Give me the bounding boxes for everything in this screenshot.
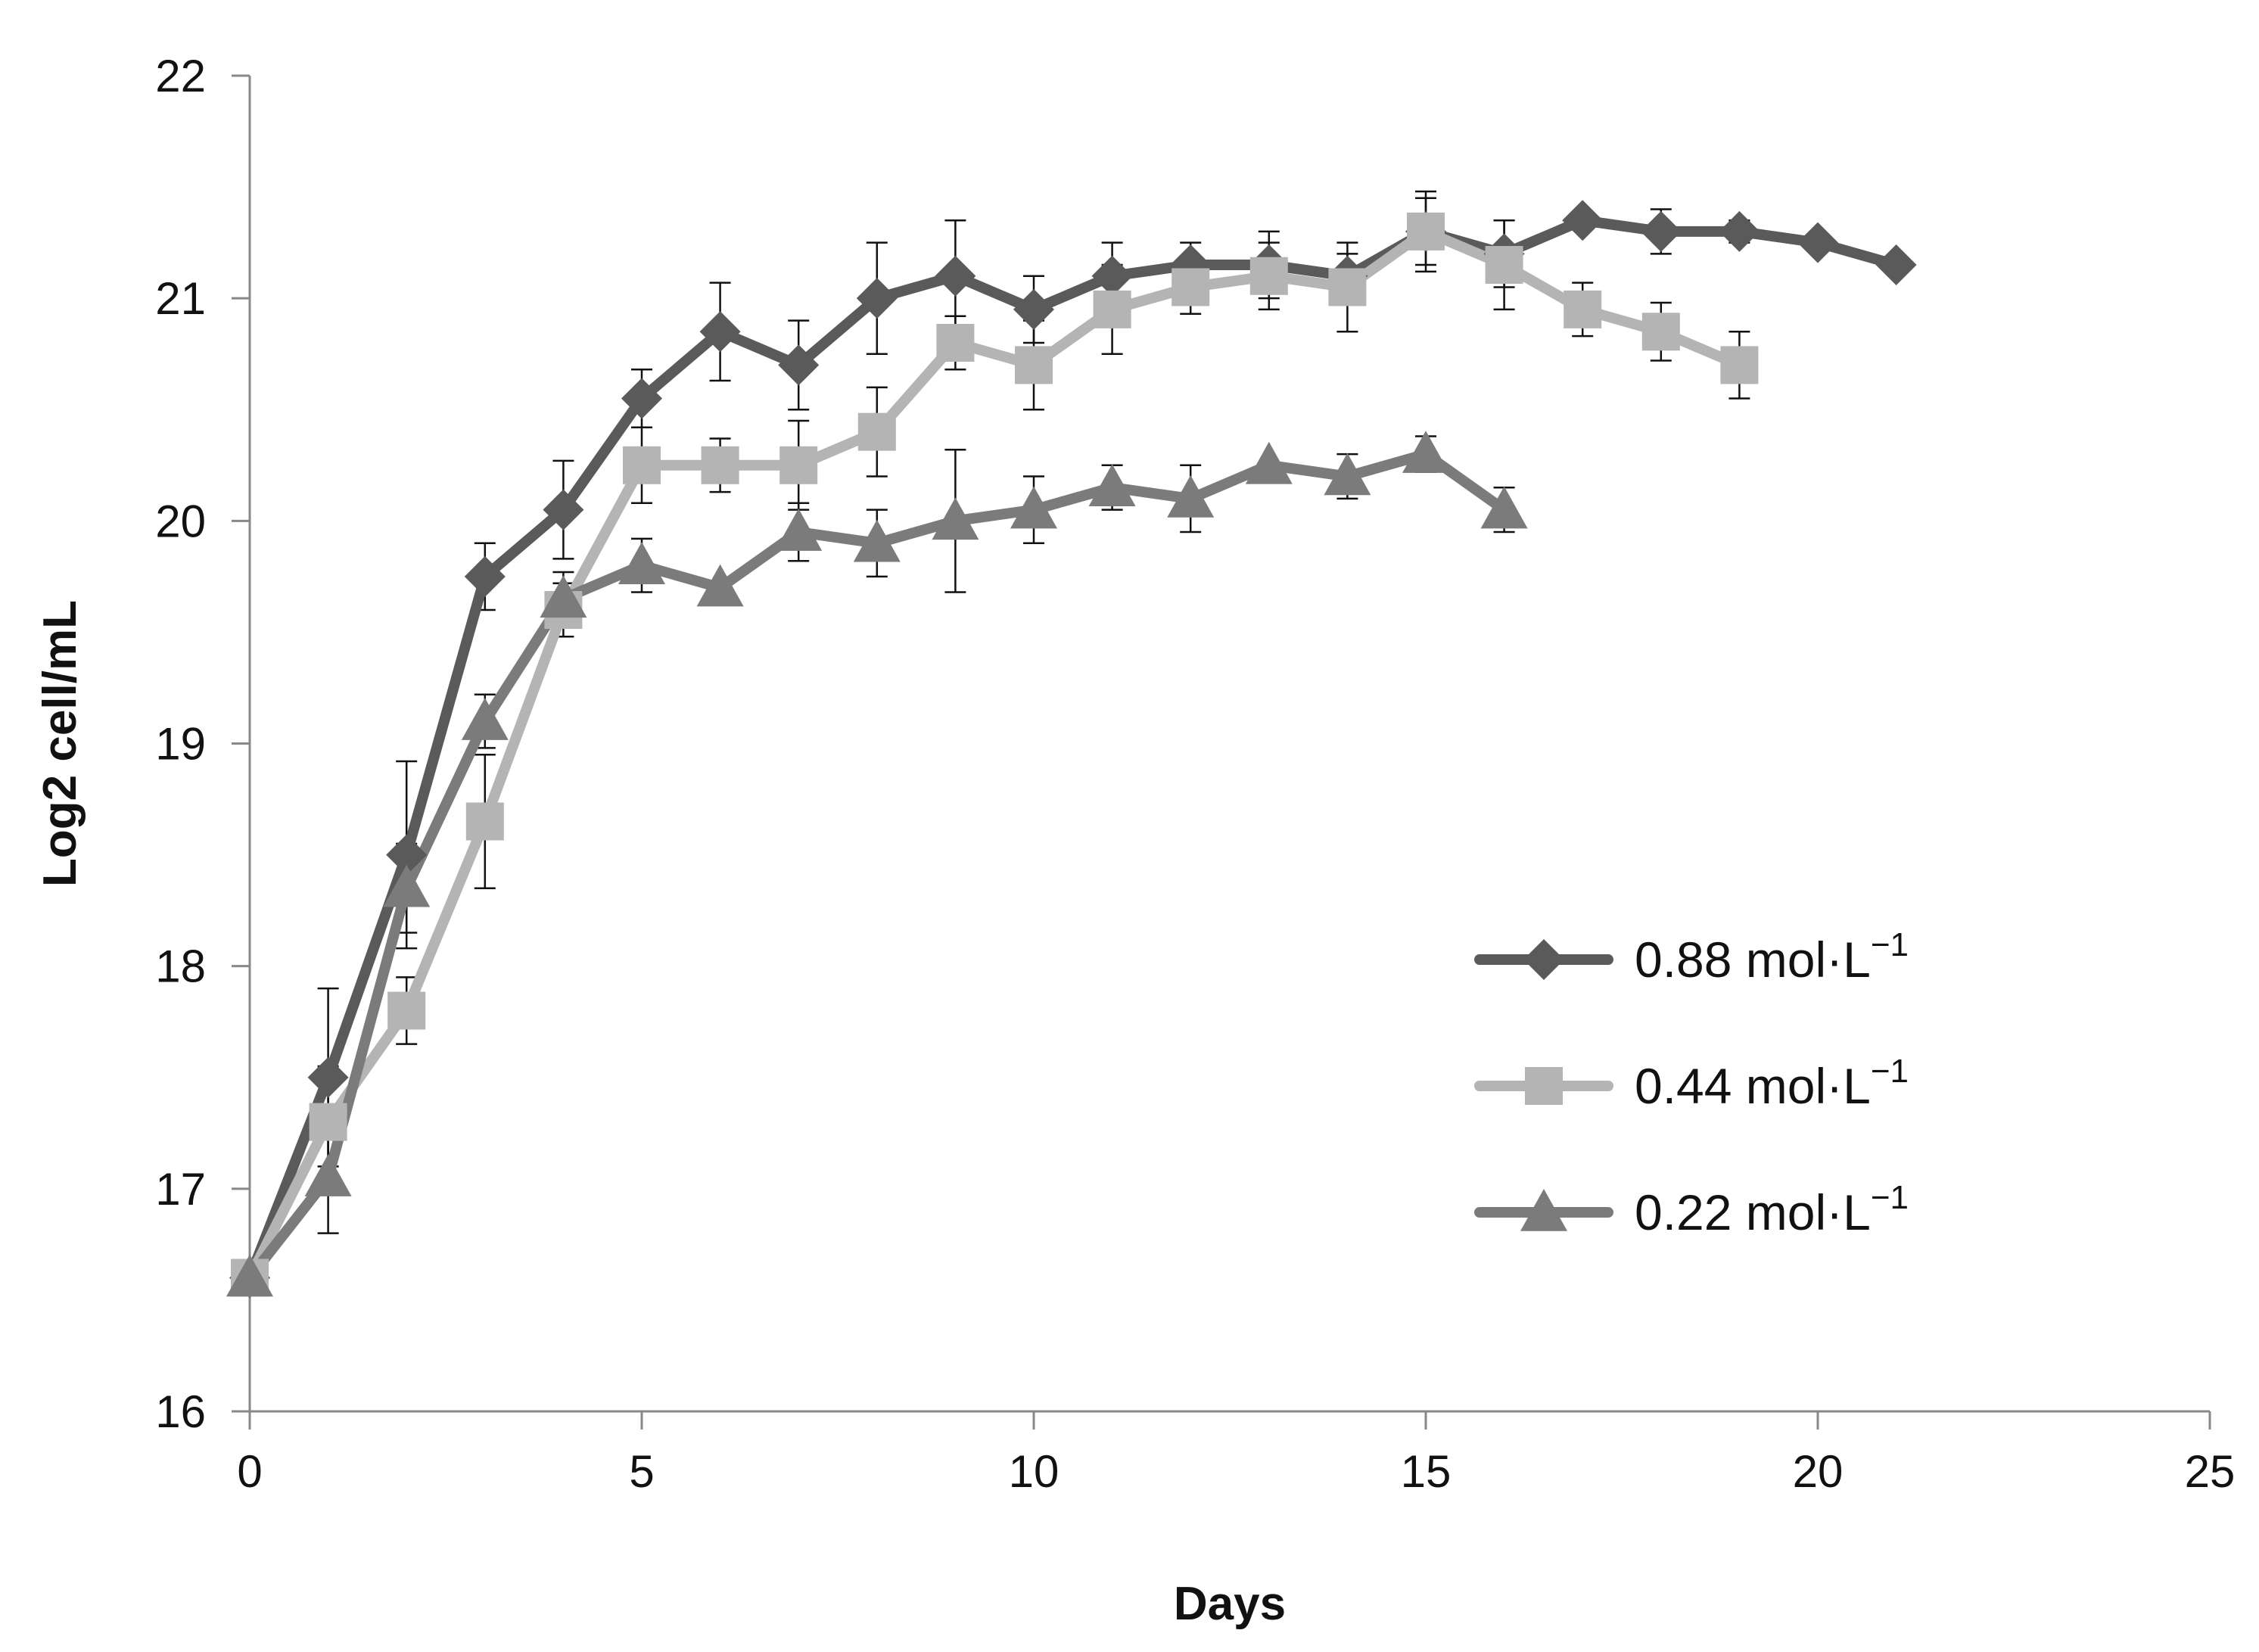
data-point-triangle (304, 1154, 352, 1196)
data-point-square (387, 991, 426, 1030)
data-point-diamond (1013, 288, 1054, 330)
legend-marker (1520, 1189, 1567, 1231)
x-tick-label: 15 (1401, 1446, 1452, 1497)
data-point-square (1328, 268, 1367, 306)
data-point-diamond (1719, 210, 1760, 252)
y-tick-label: 16 (155, 1386, 206, 1437)
tick-labels: 16 17 18 19 20 21 22 0 5 10 15 20 25 (155, 51, 2235, 1497)
data-point-diamond (699, 311, 741, 353)
data-point-triangle (1324, 453, 1371, 496)
x-tick-label: 10 (1009, 1446, 1059, 1497)
legend-label-superscript: −1 (1871, 1053, 1909, 1090)
axes (232, 74, 2211, 1430)
data-point-square (1093, 290, 1131, 328)
data-point-diamond (1562, 200, 1604, 241)
series-markers (226, 200, 1917, 1299)
data-point-triangle (383, 864, 431, 907)
legend-label-superscript: −1 (1871, 1179, 1909, 1216)
data-point-square (1564, 290, 1602, 328)
data-point-triangle (853, 519, 901, 562)
data-point-square (1407, 212, 1445, 250)
data-point-diamond (1091, 255, 1133, 297)
y-tick-label: 17 (155, 1164, 206, 1215)
data-point-diamond (1875, 244, 1917, 286)
data-point-triangle (540, 575, 587, 618)
legend-label-text: 0.88 mol·L (1635, 932, 1871, 988)
data-point-triangle (1088, 464, 1136, 507)
data-point-diamond (621, 378, 662, 419)
data-point-square (623, 446, 661, 484)
data-point-square (857, 412, 896, 451)
data-point-triangle (1167, 474, 1215, 518)
y-tick-label: 21 (155, 273, 206, 324)
x-axis-title: Days (1174, 1578, 1286, 1630)
data-point-diamond (543, 489, 584, 530)
series-line-0 (244, 215, 1902, 1283)
data-point-diamond (856, 278, 898, 319)
data-point-square (1249, 257, 1288, 295)
legend-label-text: 0.44 mol·L (1635, 1058, 1871, 1114)
data-point-triangle (696, 564, 744, 607)
y-axis-title: Log2 cell/mL (34, 600, 86, 887)
data-point-square (1720, 346, 1759, 384)
data-point-square (309, 1103, 347, 1141)
y-tick-label: 19 (155, 719, 206, 770)
data-point-triangle (1402, 431, 1449, 473)
y-tick-label: 20 (155, 496, 206, 546)
data-point-square (1641, 313, 1680, 351)
legend-label-text: 0.22 mol·L (1635, 1184, 1871, 1240)
data-point-square (1172, 268, 1210, 306)
legend-marker (1523, 939, 1564, 980)
series-line-2 (244, 449, 1510, 1283)
data-point-square (1015, 346, 1053, 384)
data-point-triangle (1245, 441, 1293, 484)
legend-label: 0.44 mol·L−1 (1635, 1053, 1909, 1114)
y-tick-label: 22 (155, 51, 206, 101)
x-tick-label: 25 (2185, 1446, 2236, 1497)
data-point-square (465, 802, 504, 841)
data-point-triangle (775, 509, 823, 551)
data-point-diamond (778, 344, 820, 386)
data-point-triangle (932, 497, 979, 540)
data-point-triangle (1480, 486, 1528, 529)
data-point-diamond (935, 255, 976, 297)
data-point-square (701, 446, 739, 484)
legend: 0.88 mol·L−10.44 mol·L−10.22 mol·L−1 (1474, 926, 1909, 1240)
data-point-triangle (618, 542, 665, 584)
y-tick-label: 18 (155, 941, 206, 992)
data-point-diamond (307, 1056, 349, 1098)
data-point-square (1485, 246, 1523, 285)
data-point-square (779, 446, 818, 484)
data-point-triangle (1010, 486, 1057, 529)
data-point-triangle (461, 698, 509, 740)
legend-label-superscript: −1 (1871, 926, 1909, 963)
data-point-diamond (1640, 210, 1682, 252)
data-point-triangle (226, 1254, 273, 1297)
data-point-diamond (386, 834, 428, 876)
data-point-square (936, 324, 975, 362)
series-lines (244, 215, 1902, 1283)
legend-label: 0.22 mol·L−1 (1635, 1179, 1909, 1240)
x-tick-label: 5 (629, 1446, 654, 1497)
x-tick-label: 0 (237, 1446, 262, 1497)
x-tick-label: 20 (1793, 1446, 1844, 1497)
legend-marker (1525, 1067, 1563, 1105)
data-point-diamond (464, 555, 506, 597)
data-point-diamond (1797, 222, 1838, 263)
legend-label: 0.88 mol·L−1 (1635, 926, 1909, 988)
